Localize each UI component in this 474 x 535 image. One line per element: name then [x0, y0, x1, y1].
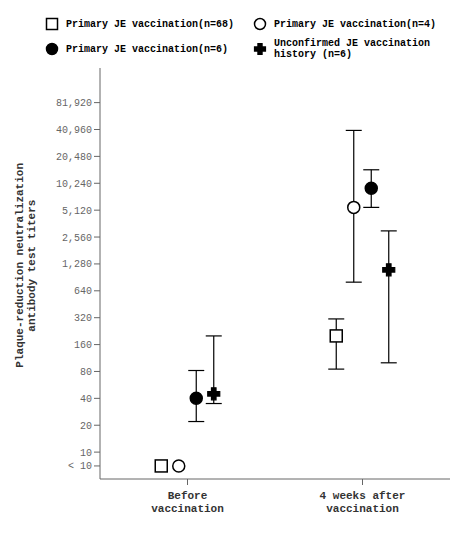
html-text:Primary JE vaccination(n=68): Primary JE vaccination(n=68) [66, 18, 234, 30]
svg-text:10,240: 10,240 [56, 179, 92, 190]
html-text:Primary JE vaccination(n=4): Primary JE vaccination(n=4) [274, 18, 436, 30]
svg-text:4 weeks aftervaccination: 4 weeks aftervaccination [320, 490, 406, 515]
svg-text:Beforevaccination: Beforevaccination [151, 490, 224, 515]
svg-text:160: 160 [74, 340, 92, 351]
svg-text:2,560: 2,560 [62, 233, 92, 244]
svg-text:40,960: 40,960 [56, 125, 92, 136]
svg-text:10: 10 [80, 448, 92, 459]
html-text:Primary JE vaccination(n=6): Primary JE vaccination(n=6) [66, 43, 228, 55]
svg-text:640: 640 [74, 286, 92, 297]
svg-text:< 10: < 10 [68, 461, 92, 472]
html-text:Plaque-reduction neutralizatio: Plaque-reduction neutralization antibody… [14, 163, 38, 368]
svg-text:320: 320 [74, 313, 92, 324]
svg-text:20,480: 20,480 [56, 152, 92, 163]
svg-text:80: 80 [80, 367, 92, 378]
svg-text:40: 40 [80, 394, 92, 405]
html-text:Unconfirmed JE vaccination his: Unconfirmed JE vaccination history (n=6) [274, 38, 430, 60]
svg-text:1,280: 1,280 [62, 259, 92, 270]
svg-text:81,920: 81,920 [56, 98, 92, 109]
svg-text:20: 20 [80, 421, 92, 432]
svg-text:5,120: 5,120 [62, 206, 92, 217]
